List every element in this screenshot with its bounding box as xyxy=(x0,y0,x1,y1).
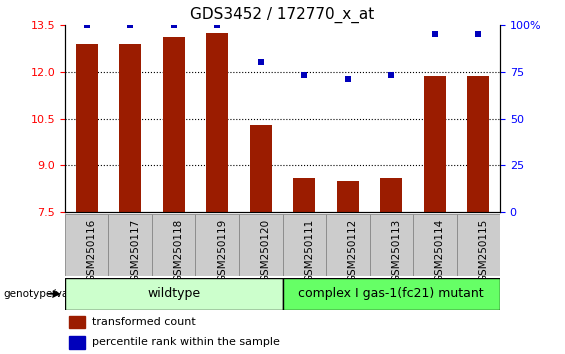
FancyBboxPatch shape xyxy=(65,214,108,276)
Text: GSM250112: GSM250112 xyxy=(347,218,358,282)
FancyBboxPatch shape xyxy=(457,214,500,276)
FancyBboxPatch shape xyxy=(239,214,282,276)
Bar xyxy=(69,316,85,329)
Bar xyxy=(206,33,228,212)
Text: wildtype: wildtype xyxy=(147,287,201,300)
Point xyxy=(430,31,439,37)
Text: percentile rank within the sample: percentile rank within the sample xyxy=(92,337,279,348)
Point xyxy=(299,73,308,78)
Bar xyxy=(69,336,85,349)
Text: GSM250116: GSM250116 xyxy=(87,218,97,282)
Point xyxy=(82,22,92,28)
Bar xyxy=(163,37,185,212)
Bar xyxy=(250,125,272,212)
Point xyxy=(386,73,396,78)
FancyBboxPatch shape xyxy=(282,214,326,276)
Bar xyxy=(424,76,446,212)
Bar xyxy=(76,44,98,212)
Point xyxy=(125,22,134,28)
Text: GSM250120: GSM250120 xyxy=(261,218,271,282)
Text: GSM250117: GSM250117 xyxy=(131,218,140,282)
Text: GSM250118: GSM250118 xyxy=(174,218,184,282)
Bar xyxy=(65,278,282,310)
Text: genotype/variation: genotype/variation xyxy=(3,289,102,299)
Point xyxy=(256,59,265,65)
Point xyxy=(212,22,221,28)
Text: GSM250114: GSM250114 xyxy=(435,218,445,282)
FancyBboxPatch shape xyxy=(370,214,413,276)
Point xyxy=(343,76,352,82)
FancyBboxPatch shape xyxy=(152,214,195,276)
Text: complex I gas-1(fc21) mutant: complex I gas-1(fc21) mutant xyxy=(298,287,484,300)
Bar xyxy=(119,44,141,212)
Text: transformed count: transformed count xyxy=(92,317,195,327)
Text: GSM250111: GSM250111 xyxy=(304,218,314,282)
FancyBboxPatch shape xyxy=(326,214,370,276)
FancyBboxPatch shape xyxy=(413,214,457,276)
FancyBboxPatch shape xyxy=(195,214,239,276)
Bar xyxy=(380,178,402,212)
Point xyxy=(473,31,483,37)
FancyBboxPatch shape xyxy=(108,214,152,276)
Bar xyxy=(293,178,315,212)
Title: GDS3452 / 172770_x_at: GDS3452 / 172770_x_at xyxy=(190,7,375,23)
Bar xyxy=(337,181,359,212)
Text: GSM250115: GSM250115 xyxy=(478,218,488,282)
Bar xyxy=(467,76,489,212)
Bar xyxy=(282,278,500,310)
Text: GSM250119: GSM250119 xyxy=(217,218,227,282)
Text: GSM250113: GSM250113 xyxy=(391,218,401,282)
Point xyxy=(169,22,178,28)
